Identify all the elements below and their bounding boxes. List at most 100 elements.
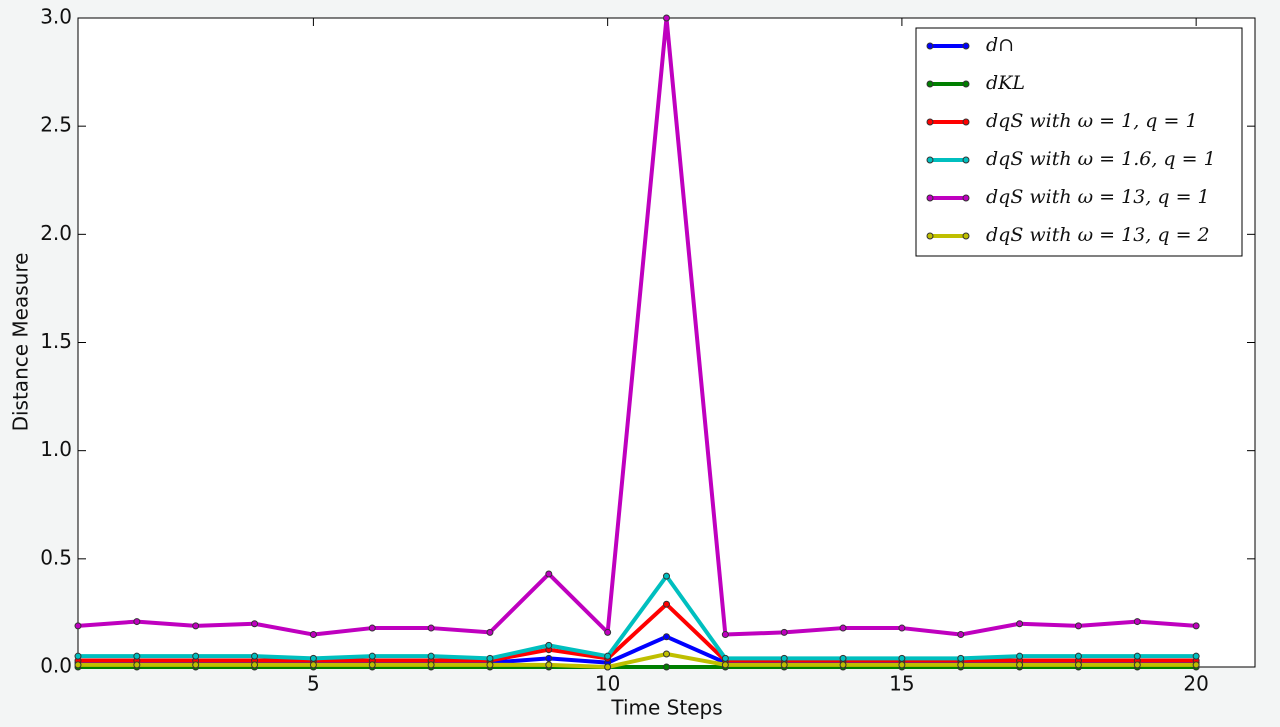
y-tick-label: 1.0 [40,437,72,461]
point [663,633,670,641]
legend-swatch-dot [962,194,970,202]
point [251,652,259,660]
point [545,661,553,669]
series-line [78,634,1197,665]
legend-swatch-dot [962,80,970,88]
legend-swatch-dot [962,118,970,126]
point [486,628,494,636]
point [545,654,553,662]
point [1074,661,1082,669]
legend-box [915,27,1243,257]
point [1192,661,1200,669]
point [663,650,670,658]
point [368,652,376,660]
legend-swatch-dot [926,156,934,164]
legend-swatch-dot [962,42,970,50]
point [898,661,906,669]
point [74,661,82,669]
x-tick-label: 20 [1183,672,1208,696]
point [133,652,141,660]
point [839,654,847,662]
point [780,628,788,636]
legend-label: dqS with ω = 13, q = 1 [986,186,1210,208]
legend-swatch-dot [926,42,934,50]
legend-label: dqS with ω = 13, q = 2 [986,224,1210,246]
point [721,661,729,669]
point [780,654,788,662]
point [192,661,200,669]
series-line [78,602,1197,663]
series-line [78,652,1197,669]
point [1016,661,1024,669]
point [251,661,259,669]
legend-swatch-dot [926,118,934,126]
x-tick-label: 15 [889,672,914,696]
point [545,570,553,578]
legend-label: dqS with ω = 1, q = 1 [986,110,1198,132]
legend-swatch-dot [926,194,934,202]
y-tick-label: 1.5 [40,329,72,353]
point [1192,652,1200,660]
point [721,654,729,662]
point [133,618,141,626]
series-line [78,574,1197,661]
point [721,631,729,639]
point [1074,652,1082,660]
point [545,641,553,649]
point [780,661,788,669]
point [309,661,317,669]
point [368,661,376,669]
point [251,620,259,628]
point [74,652,82,660]
point [898,654,906,662]
y-tick-label: 2.0 [40,221,72,245]
point [192,622,200,630]
point [1133,652,1141,660]
point [898,624,906,632]
y-tick-label: 0.5 [40,545,72,569]
point [1133,618,1141,626]
x-axis-label: Time Steps [610,696,722,720]
point [663,14,670,22]
legend-swatch-dot [926,232,934,240]
y-tick-label: 2.5 [40,113,72,137]
x-tick-label: 10 [595,672,620,696]
point [309,631,317,639]
point [839,624,847,632]
legend-swatch-dot [926,80,934,88]
legend-label: dKL [986,72,1025,94]
y-tick-label: 3.0 [40,5,72,29]
y-tick-label: 0.0 [40,654,72,678]
point [1074,622,1082,630]
legend-swatch-dot [962,232,970,240]
point [604,663,612,671]
point [663,600,670,608]
series-line [77,16,1197,637]
point [427,661,435,669]
legend-label: d∩ [986,34,1014,56]
point [957,654,965,662]
point [427,652,435,660]
point [309,654,317,662]
point [663,663,670,671]
x-tick-label: 5 [307,672,320,696]
point [192,652,200,660]
point [1016,620,1024,628]
point [839,661,847,669]
point [486,661,494,669]
point [1133,661,1141,669]
point [1016,652,1024,660]
point [486,654,494,662]
point [74,622,82,630]
point [957,661,965,669]
point [957,631,965,639]
point [604,652,612,660]
point [133,661,141,669]
point [604,628,612,636]
point [368,624,376,632]
y-axis-label: Distance Measure [9,253,33,432]
legend-label: dqS with ω = 1.6, q = 1 [986,148,1216,170]
point [1192,622,1200,630]
point [427,624,435,632]
